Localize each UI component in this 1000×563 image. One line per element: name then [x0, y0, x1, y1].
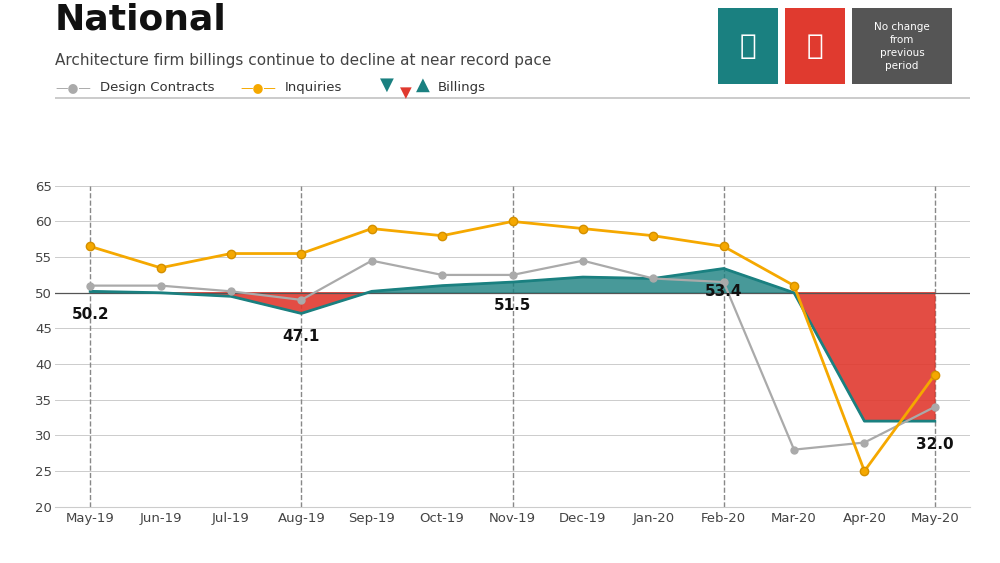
Text: 50.2: 50.2	[71, 307, 109, 322]
Text: 👎: 👎	[807, 33, 823, 60]
Text: 👍: 👍	[740, 33, 756, 60]
Text: —●—: —●—	[55, 81, 91, 94]
Text: ▼: ▼	[400, 86, 412, 100]
Text: —●—: —●—	[240, 81, 276, 94]
Text: Design Contracts: Design Contracts	[100, 81, 214, 94]
Text: 32.0: 32.0	[916, 437, 954, 452]
Text: Billings: Billings	[438, 81, 486, 94]
Text: Architecture firm billings continue to decline at near record pace: Architecture firm billings continue to d…	[55, 53, 551, 69]
Text: No change
from
previous
period: No change from previous period	[874, 23, 930, 70]
Text: ▼: ▼	[380, 75, 394, 93]
Text: 51.5: 51.5	[494, 298, 531, 313]
Text: 47.1: 47.1	[283, 329, 320, 344]
Text: 53.4: 53.4	[705, 284, 742, 299]
Text: National: National	[55, 3, 227, 37]
Text: ▲: ▲	[416, 75, 430, 93]
Text: Inquiries: Inquiries	[285, 81, 342, 94]
